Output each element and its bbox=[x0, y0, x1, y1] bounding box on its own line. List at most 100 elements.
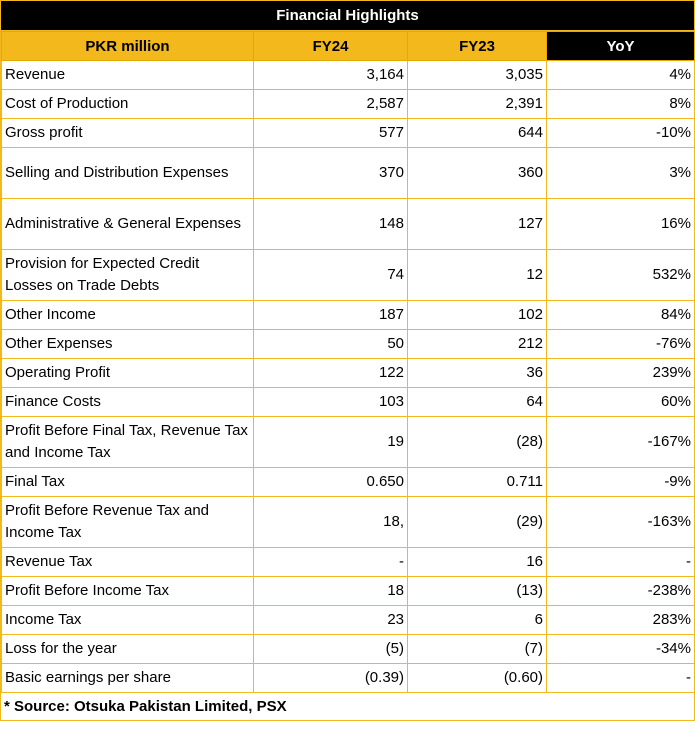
table-row: Revenue Tax -16- bbox=[1, 547, 695, 577]
cell-yoy: -10% bbox=[546, 118, 695, 148]
cell-yoy: 239% bbox=[546, 358, 695, 388]
table-row: Administrative & General Expenses 148 127 1… bbox=[1, 198, 695, 250]
header-row: PKR million FY24 FY23 YoY bbox=[1, 31, 695, 61]
cell-fy23: (0.60) bbox=[407, 663, 547, 693]
cell-yoy: -163% bbox=[546, 496, 695, 548]
cell-fy24: (5) bbox=[253, 634, 408, 664]
cell-fy24: 2,587 bbox=[253, 89, 408, 119]
cell-fy24: 122 bbox=[253, 358, 408, 388]
cell-yoy: -167% bbox=[546, 416, 695, 468]
cell-fy24: 19 bbox=[253, 416, 408, 468]
column-header-yoy: YoY bbox=[546, 31, 695, 61]
financial-table: PKR million FY24 FY23 YoY Revenue 3,164 3,… bbox=[1, 31, 695, 693]
row-label: Gross profit bbox=[1, 118, 254, 148]
cell-yoy: - bbox=[546, 547, 695, 577]
cell-fy23: 64 bbox=[407, 387, 547, 417]
cell-yoy: 3% bbox=[546, 147, 695, 199]
row-label: Other Income bbox=[1, 300, 254, 330]
table-row: Profit Before Final Tax, Revenue Tax and… bbox=[1, 416, 695, 468]
cell-fy24: 74 bbox=[253, 249, 408, 301]
table-row: Operating Profit 122 36 239% bbox=[1, 358, 695, 388]
row-label: Administrative & General Expenses bbox=[1, 198, 254, 250]
table-row: Other Expenses 50 212 -76% bbox=[1, 329, 695, 359]
cell-fy23: 6 bbox=[407, 605, 547, 635]
cell-fy23: 36 bbox=[407, 358, 547, 388]
cell-fy23: (29) bbox=[407, 496, 547, 548]
column-header-fy24: FY24 bbox=[253, 31, 408, 61]
row-label: Income Tax bbox=[1, 605, 254, 635]
cell-fy23: 360 bbox=[407, 147, 547, 199]
cell-fy23: 127 bbox=[407, 198, 547, 250]
cell-fy23: 16 bbox=[407, 547, 547, 577]
row-label: Provision for Expected Credit Losses on … bbox=[1, 249, 254, 301]
cell-yoy: -9% bbox=[546, 467, 695, 497]
table-row: Profit Before Income Tax 18 (13) -238% bbox=[1, 576, 695, 606]
cell-fy23: (13) bbox=[407, 576, 547, 606]
table-row: Basic earnings per share (0.39) (0.60) - bbox=[1, 663, 695, 693]
cell-fy23: 3,035 bbox=[407, 60, 547, 90]
table-row: Cost of Production 2,587 2,391 8% bbox=[1, 89, 695, 119]
row-label: Profit Before Final Tax, Revenue Tax and… bbox=[1, 416, 254, 468]
cell-fy23: (7) bbox=[407, 634, 547, 664]
cell-yoy: 532% bbox=[546, 249, 695, 301]
row-label: Revenue bbox=[1, 60, 254, 90]
table-row: Profit Before Revenue Tax and Income Tax… bbox=[1, 496, 695, 548]
row-label: Profit Before Revenue Tax and Income Tax bbox=[1, 496, 254, 548]
table-row: Other Income 187 102 84% bbox=[1, 300, 695, 330]
row-label: Finance Costs bbox=[1, 387, 254, 417]
row-label: Selling and Distribution Expenses bbox=[1, 147, 254, 199]
row-label: Operating Profit bbox=[1, 358, 254, 388]
column-header-label: PKR million bbox=[1, 31, 254, 61]
table-row: Revenue 3,164 3,035 4% bbox=[1, 60, 695, 90]
table-row: Loss for the year (5) (7) -34% bbox=[1, 634, 695, 664]
table-row: Selling and Distribution Expenses 370 360 3… bbox=[1, 147, 695, 199]
row-label: Revenue Tax bbox=[1, 547, 254, 577]
table-body: Revenue 3,164 3,035 4% Cost of Production 2,5… bbox=[1, 60, 695, 693]
row-label: Loss for the year bbox=[1, 634, 254, 664]
cell-yoy: 60% bbox=[546, 387, 695, 417]
cell-fy24: 50 bbox=[253, 329, 408, 359]
cell-yoy: 84% bbox=[546, 300, 695, 330]
cell-yoy: -76% bbox=[546, 329, 695, 359]
cell-yoy: - bbox=[546, 663, 695, 693]
table-row: Final Tax 0.650 0.711 -9% bbox=[1, 467, 695, 497]
cell-fy24: 148 bbox=[253, 198, 408, 250]
row-label: Profit Before Income Tax bbox=[1, 576, 254, 606]
table-row: Finance Costs 103 64 60% bbox=[1, 387, 695, 417]
row-label: Final Tax bbox=[1, 467, 254, 497]
cell-fy23: (28) bbox=[407, 416, 547, 468]
cell-fy24: 18 bbox=[253, 576, 408, 606]
table-title: Financial Highlights bbox=[1, 1, 694, 31]
cell-fy23: 644 bbox=[407, 118, 547, 148]
cell-fy24: - bbox=[253, 547, 408, 577]
financial-highlights-table-container: Financial Highlights PKR million FY24 FY… bbox=[0, 0, 695, 721]
cell-fy23: 12 bbox=[407, 249, 547, 301]
cell-yoy: -34% bbox=[546, 634, 695, 664]
row-label: Basic earnings per share bbox=[1, 663, 254, 693]
cell-fy23: 0.711 bbox=[407, 467, 547, 497]
table-row: Gross profit 577 644 -10% bbox=[1, 118, 695, 148]
cell-fy24: 370 bbox=[253, 147, 408, 199]
cell-fy24: 0.650 bbox=[253, 467, 408, 497]
cell-fy24: 18, bbox=[253, 496, 408, 548]
table-row: Provision for Expected Credit Losses on … bbox=[1, 249, 695, 301]
cell-fy24: 3,164 bbox=[253, 60, 408, 90]
source-footnote: * Source: Otsuka Pakistan Limited, PSX bbox=[4, 698, 287, 715]
table-row: Income Tax 23 6 283% bbox=[1, 605, 695, 635]
cell-fy23: 102 bbox=[407, 300, 547, 330]
cell-fy24: 187 bbox=[253, 300, 408, 330]
cell-yoy: 4% bbox=[546, 60, 695, 90]
cell-fy23: 212 bbox=[407, 329, 547, 359]
cell-fy23: 2,391 bbox=[407, 89, 547, 119]
cell-fy24: 103 bbox=[253, 387, 408, 417]
cell-yoy: 16% bbox=[546, 198, 695, 250]
cell-yoy: -238% bbox=[546, 576, 695, 606]
cell-fy24: 577 bbox=[253, 118, 408, 148]
cell-yoy: 283% bbox=[546, 605, 695, 635]
cell-yoy: 8% bbox=[546, 89, 695, 119]
row-label: Other Expenses bbox=[1, 329, 254, 359]
row-label: Cost of Production bbox=[1, 89, 254, 119]
column-header-fy23: FY23 bbox=[407, 31, 547, 61]
cell-fy24: 23 bbox=[253, 605, 408, 635]
cell-fy24: (0.39) bbox=[253, 663, 408, 693]
